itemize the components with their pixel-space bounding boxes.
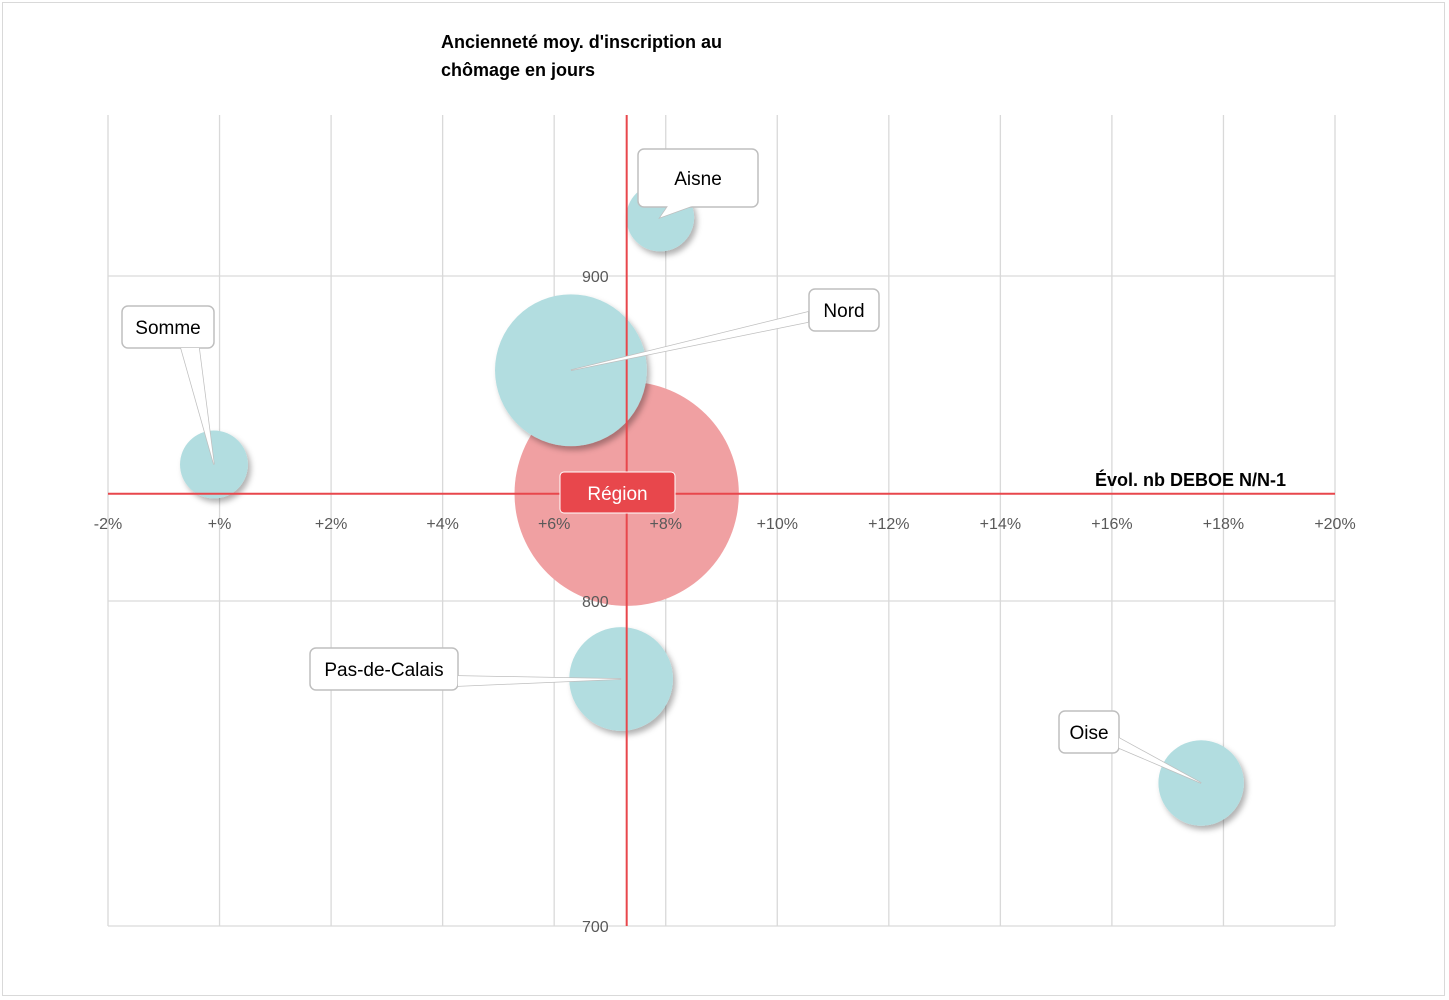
- callout-box: [309, 647, 459, 691]
- callout: Oise: [1058, 710, 1202, 784]
- callout: Nord: [570, 288, 880, 371]
- region-callout: Région: [559, 471, 676, 514]
- y-tick-label: 700: [582, 919, 609, 936]
- tick-labels: -2% +% +2% +4% +6% +8% +10% +12% +14% +16% +18% +20…: [94, 269, 1356, 936]
- x-tick-label: -2%: [94, 516, 122, 533]
- x-tick-label: +%: [208, 516, 232, 533]
- callout-pointer-fill: [660, 206, 692, 218]
- callout-pointer-fill: [458, 676, 622, 686]
- x-axis-title: Évol. nb DEBOE N/N-1: [1095, 469, 1286, 490]
- x-tick-label: +8%: [649, 516, 681, 533]
- region-crosshair: [108, 115, 1335, 926]
- x-tick-label: +4%: [426, 516, 458, 533]
- x-tick-label: +16%: [1091, 516, 1132, 533]
- callout: Pas-de-Calais: [309, 647, 622, 691]
- y-axis-title-line1: Ancienneté moy. d'inscription au: [441, 32, 722, 52]
- callout-box: [808, 288, 880, 332]
- y-axis-title-line2: chômage en jours: [441, 60, 595, 80]
- callout-box: [637, 148, 759, 208]
- callout-label: Aisne: [674, 169, 722, 190]
- callout: Somme: [121, 305, 215, 465]
- x-tick-label: +20%: [1314, 516, 1355, 533]
- callout-label: Nord: [823, 301, 864, 322]
- callout-label: Pas-de-Calais: [324, 660, 443, 681]
- y-tick-label: 800: [582, 594, 609, 611]
- x-tick-label: +10%: [757, 516, 798, 533]
- callout-label: Oise: [1069, 723, 1108, 744]
- region-label: Région: [587, 484, 647, 505]
- callout: Aisne: [637, 148, 759, 219]
- callout-box: [1058, 710, 1120, 754]
- callout-label: Somme: [135, 318, 200, 339]
- callout-pointer-fill: [181, 348, 214, 465]
- x-tick-label: +18%: [1203, 516, 1244, 533]
- x-tick-label: +6%: [538, 516, 570, 533]
- callout-pointer-fill: [570, 312, 808, 371]
- x-tick-label: +14%: [980, 516, 1021, 533]
- region-label-box: [559, 471, 676, 514]
- callout-box: [121, 305, 215, 349]
- grid-lines: [107, 115, 1336, 927]
- y-tick-label: 900: [582, 269, 609, 286]
- callouts: Aisne Nord Somme Pas-de-Calais Oise Région: [121, 148, 1202, 784]
- callout-pointer-fill: [1119, 738, 1202, 783]
- x-tick-label: +2%: [315, 516, 347, 533]
- x-tick-label: +12%: [868, 516, 909, 533]
